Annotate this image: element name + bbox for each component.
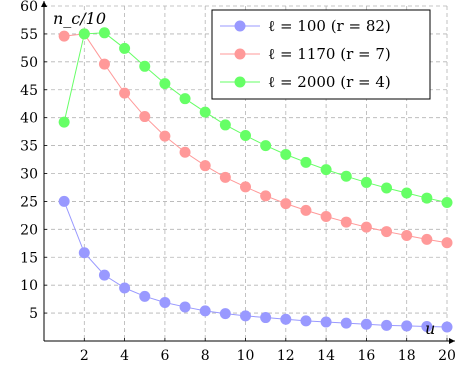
data-point [320,316,332,328]
y-axis-label: n_c/10 [53,9,106,28]
data-point [199,160,211,172]
legend-label: ℓ = 1170 (r = 7) [268,45,391,63]
data-point [179,146,191,158]
data-point [240,310,251,322]
data-point [58,30,70,42]
y-tick-label: 15 [20,250,38,266]
data-point [401,187,413,199]
data-point [401,229,413,241]
series-layer [58,27,453,333]
data-point [381,182,393,194]
x-tick-label: 18 [398,348,416,364]
y-tick-label: 60 [20,0,38,15]
data-point [441,321,453,333]
x-tick-label: 10 [237,348,255,364]
legend-label: ℓ = 100 (r = 82) [268,17,391,35]
data-point [119,87,131,99]
data-point [240,130,251,142]
y-tick-label: 45 [20,83,38,99]
data-point [421,233,433,245]
tick-labels: 2 4 6 8 10 12 14 16 18 20 5 10 15 20 25 30 35 40 45 50 55 60 [20,0,456,364]
data-point [381,226,393,238]
data-point [401,320,413,332]
y-tick-label: 20 [20,222,38,238]
data-point [78,28,90,40]
x-tick-label: 14 [317,348,335,364]
y-tick-label: 50 [20,55,38,71]
data-point [360,221,372,233]
data-point [98,58,110,70]
data-point [119,42,131,54]
data-point [179,301,191,313]
axes [41,1,455,344]
data-point [78,247,90,259]
y-tick-label: 40 [20,111,38,127]
data-point [139,290,151,302]
data-point [441,237,453,249]
data-point [159,296,171,308]
data-point [280,198,292,210]
x-tick-label: 20 [438,348,456,364]
x-tick-label: 12 [277,348,295,364]
data-point [421,192,433,204]
y-tick-label: 30 [20,167,38,183]
data-point [260,312,272,324]
series-line-1 [63,201,448,328]
x-tick-label: 4 [120,348,129,364]
y-tick-label: 25 [20,194,38,210]
data-point [441,197,453,209]
y-tick-label: 5 [29,306,38,322]
data-point [199,305,211,317]
x-axis-arrow [449,338,455,344]
y-tick-label: 35 [20,139,38,155]
data-point [300,204,312,216]
legend-marker [234,20,246,32]
y-tick-label: 55 [20,27,38,43]
x-tick-label: 2 [80,348,89,364]
legend-marker [234,48,246,60]
data-point [199,106,211,118]
x-tick-label: 16 [357,348,375,364]
data-point [139,60,151,72]
legend-label: ℓ = 2000 (r = 4) [268,73,391,91]
data-point [360,176,372,188]
data-point [240,181,251,193]
data-point [139,111,151,123]
data-point [340,170,352,182]
data-point [58,195,70,207]
legend-marker [234,76,246,88]
x-tick-label: 8 [201,348,210,364]
x-axis-label: u [425,319,435,338]
data-point [219,119,231,131]
data-point [340,317,352,329]
data-point [179,93,191,105]
data-point [219,171,231,183]
data-point [320,164,332,176]
data-point [98,269,110,281]
data-point [280,313,292,325]
data-point [280,149,292,161]
data-point [421,320,433,332]
x-tick-label: 6 [160,348,169,364]
data-point [340,216,352,228]
data-point [260,140,272,152]
y-tick-label: 10 [20,278,38,294]
data-point [159,78,171,90]
data-point [58,116,70,128]
y-axis-arrow [41,1,47,7]
data-point [300,156,312,168]
data-point [119,282,131,294]
data-point [320,210,332,222]
data-point [381,319,393,331]
data-point [360,318,372,330]
data-point [300,315,312,327]
legend: ℓ = 100 (r = 82) ℓ = 1170 (r = 7) ℓ = 2000… [211,9,431,100]
data-point [159,130,171,142]
data-point [219,308,231,320]
data-point [98,27,110,39]
data-point [260,190,272,202]
